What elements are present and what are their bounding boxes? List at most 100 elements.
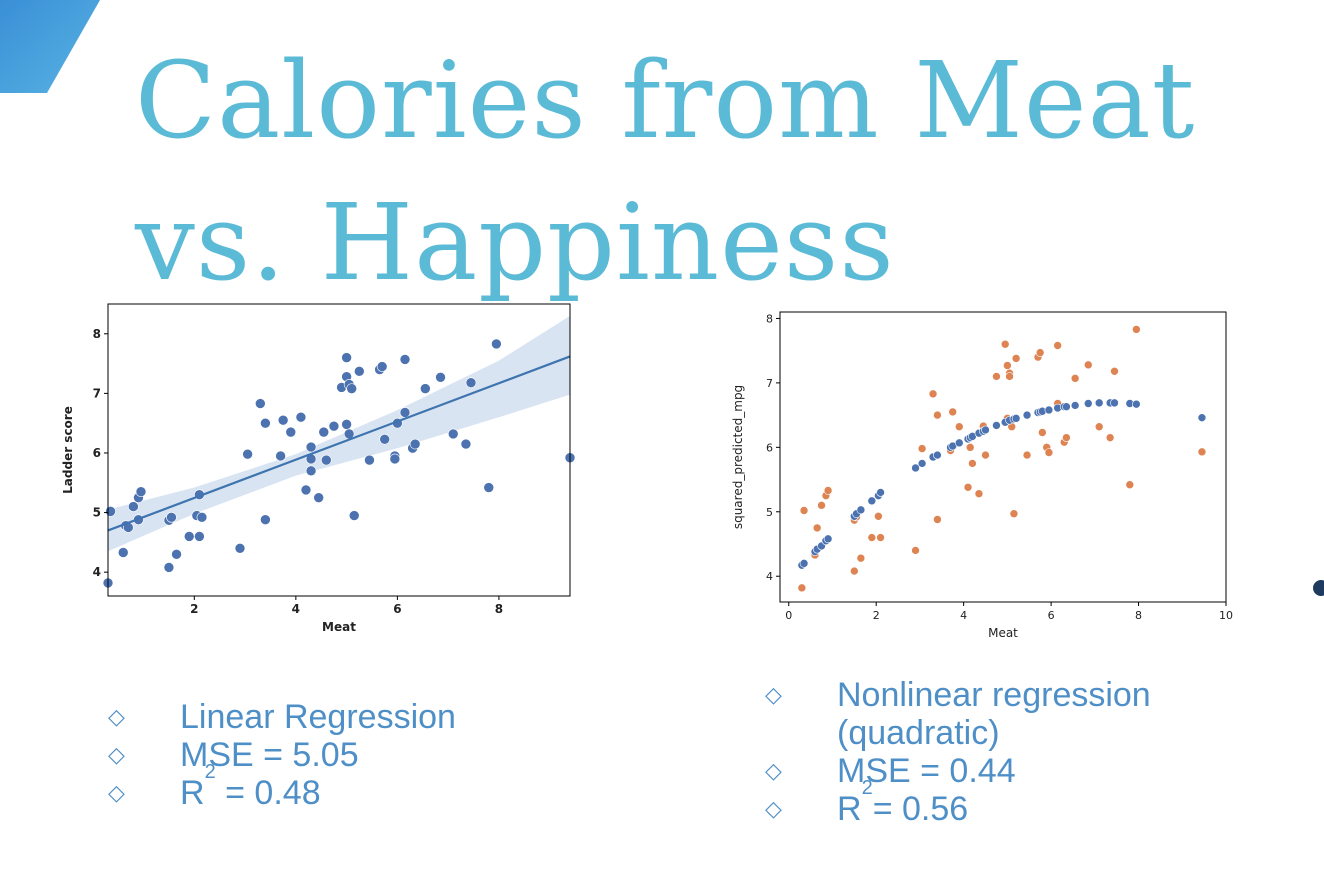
data-point — [856, 505, 866, 515]
data-point — [255, 398, 266, 409]
data-point — [1197, 413, 1207, 422]
x-tick-label: 8 — [495, 602, 503, 616]
y-tick-label: 8 — [766, 312, 773, 325]
data-point — [260, 417, 271, 429]
data-point — [1132, 399, 1141, 409]
title-line-1: Calories from Meat — [135, 39, 1196, 162]
data-point — [850, 566, 859, 576]
data-point — [171, 548, 182, 560]
data-point — [194, 531, 205, 542]
data-point — [196, 512, 208, 523]
plot-frame — [779, 311, 1227, 603]
data-point — [183, 531, 195, 542]
data-point — [1011, 414, 1021, 423]
data-point — [300, 484, 312, 496]
data-point — [295, 411, 307, 423]
data-point — [128, 501, 139, 512]
data-point — [874, 511, 883, 521]
data-point — [305, 441, 317, 453]
data-point — [933, 410, 942, 420]
y-tick-label: 7 — [93, 386, 101, 400]
data-point — [285, 426, 297, 438]
data-point — [1083, 399, 1093, 408]
bullet-item: ◇ Linear Regression — [108, 698, 548, 736]
y-tick-label: 4 — [93, 565, 101, 579]
data-point — [1062, 433, 1071, 442]
data-point — [166, 512, 177, 523]
x-tick-label: 2 — [873, 609, 880, 622]
data-point — [328, 420, 340, 432]
quadratic-regression-chart: 0 2 4 6 8 10 4 5 6 7 8 Meat squared_predicted_mpg — [731, 311, 1233, 640]
data-point — [1044, 405, 1054, 415]
title-line-2: vs. Happiness — [135, 181, 895, 304]
data-point — [321, 454, 332, 466]
regression-line — [107, 355, 571, 532]
data-point — [460, 438, 472, 450]
y-axis-label: squared_predicted_mpg — [731, 385, 745, 529]
data-point — [928, 389, 938, 399]
data-point — [1038, 428, 1047, 437]
data-point — [992, 372, 1001, 381]
data-point — [1044, 448, 1054, 457]
x-axis-label: Meat — [322, 620, 356, 634]
data-point — [867, 533, 877, 542]
slide-title: Calories from Meat vs. Happiness — [135, 30, 1195, 314]
data-point — [1094, 422, 1104, 432]
data-point — [1022, 450, 1032, 460]
data-point — [812, 523, 822, 533]
y-tick-label: 7 — [766, 377, 773, 390]
data-point — [799, 559, 809, 568]
data-point — [876, 533, 885, 542]
diamond-icon: ◇ — [765, 682, 782, 707]
data-point — [1070, 374, 1080, 383]
y-tick-label: 6 — [93, 446, 101, 460]
y-tick-label: 6 — [766, 441, 773, 454]
data-point — [917, 444, 927, 453]
data-point — [409, 438, 421, 450]
y-tick-label: 5 — [93, 506, 101, 520]
x-tick-label: 10 — [1219, 609, 1233, 622]
data-point — [275, 450, 286, 462]
data-point — [797, 583, 807, 593]
data-point — [867, 496, 877, 506]
r-symbol: R — [837, 790, 862, 828]
data-point — [1105, 433, 1115, 442]
data-point — [354, 366, 365, 377]
y-tick-label: 4 — [766, 570, 773, 583]
data-point — [135, 486, 147, 498]
data-point — [1009, 509, 1019, 519]
superscript: 2 — [861, 777, 873, 799]
x-tick-label: 4 — [960, 609, 967, 622]
bullet-text: MSE = 5.05 — [180, 736, 359, 774]
y-axis-label: Ladder score — [61, 406, 75, 494]
data-point — [1003, 361, 1012, 370]
data-point — [389, 453, 401, 465]
data-point — [318, 426, 330, 438]
data-point — [234, 543, 246, 554]
data-point — [911, 463, 920, 473]
diamond-icon: ◇ — [108, 780, 125, 805]
diamond-icon: ◇ — [108, 704, 125, 729]
data-point — [376, 361, 388, 372]
data-point — [346, 383, 357, 394]
bullet-text: R2= 0.56 — [837, 778, 968, 828]
data-point — [799, 506, 809, 515]
data-point — [933, 450, 942, 460]
data-point — [1125, 480, 1135, 490]
data-point — [399, 407, 411, 418]
confidence-band — [108, 315, 570, 552]
data-point — [974, 489, 984, 499]
data-point — [917, 459, 927, 468]
data-point — [1083, 360, 1093, 370]
data-point — [856, 553, 866, 563]
data-point — [277, 414, 289, 426]
data-point — [1053, 341, 1062, 350]
diamond-icon: ◇ — [108, 742, 125, 767]
data-point — [965, 443, 975, 452]
x-axis-label: Meat — [988, 626, 1018, 640]
data-point — [1094, 398, 1104, 408]
data-point — [992, 421, 1001, 430]
x-tick-label: 6 — [393, 602, 401, 616]
data-point — [341, 419, 352, 430]
bullets-left: ◇ Linear Regression ◇ MSE = 5.05 ◇ R2 = … — [108, 698, 548, 812]
